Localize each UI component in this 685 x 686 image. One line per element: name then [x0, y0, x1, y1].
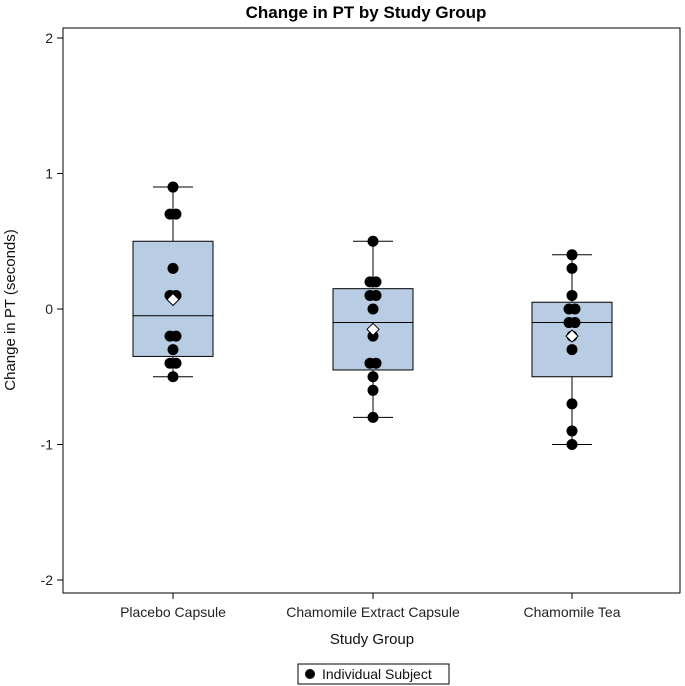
subject-point	[170, 357, 182, 369]
subject-point	[367, 371, 379, 383]
box-group	[531, 249, 613, 450]
subject-point	[566, 398, 578, 410]
legend-frame	[297, 663, 450, 685]
subject-point	[569, 317, 581, 329]
legend-label: Individual Subject	[322, 666, 432, 682]
mean-marker	[565, 329, 579, 343]
subject-point	[370, 357, 382, 369]
subject-point	[170, 330, 182, 342]
x-axis-label: Study Group	[330, 631, 414, 648]
x-axis: Placebo Capsule Chamomile Extract Capsule…	[120, 593, 621, 620]
y-axis: -2 -1 0 1 2	[41, 30, 63, 588]
subject-point	[367, 235, 379, 247]
subject-point	[367, 411, 379, 423]
subject-point	[170, 208, 182, 220]
subject-point	[569, 303, 581, 315]
subject-point	[367, 303, 379, 315]
y-tick-label: 0	[45, 301, 53, 317]
y-axis-label: Change in PT (seconds)	[2, 229, 19, 390]
box-series	[132, 181, 613, 450]
box-group	[132, 181, 214, 383]
y-tick-label: -1	[41, 437, 54, 453]
subject-point	[566, 344, 578, 356]
plot-frame	[62, 27, 681, 594]
y-tick-label: 1	[45, 166, 53, 182]
legend-marker-icon	[305, 669, 315, 679]
subject-point	[566, 425, 578, 437]
chart-title: Change in PT by Study Group	[246, 3, 487, 22]
y-tick-label: -2	[41, 572, 54, 588]
subject-point	[367, 384, 379, 396]
x-tick-label: Chamomile Extract Capsule	[286, 604, 460, 620]
subject-point	[370, 289, 382, 301]
legend: Individual Subject	[297, 663, 450, 685]
subject-point	[566, 289, 578, 301]
subject-point	[566, 439, 578, 450]
subject-point	[167, 262, 179, 274]
x-tick-label: Chamomile Tea	[523, 604, 620, 620]
subject-point	[167, 344, 179, 356]
mean-marker	[366, 322, 380, 337]
subject-point	[566, 262, 578, 274]
subject-point	[367, 330, 379, 342]
subject-point	[167, 371, 179, 383]
box-group	[332, 235, 414, 423]
y-tick-label: 2	[45, 30, 53, 46]
mean-marker	[166, 292, 180, 307]
subject-point	[370, 276, 382, 288]
subject-point	[566, 249, 578, 261]
x-tick-label: Placebo Capsule	[120, 604, 226, 620]
subject-point	[167, 181, 179, 193]
